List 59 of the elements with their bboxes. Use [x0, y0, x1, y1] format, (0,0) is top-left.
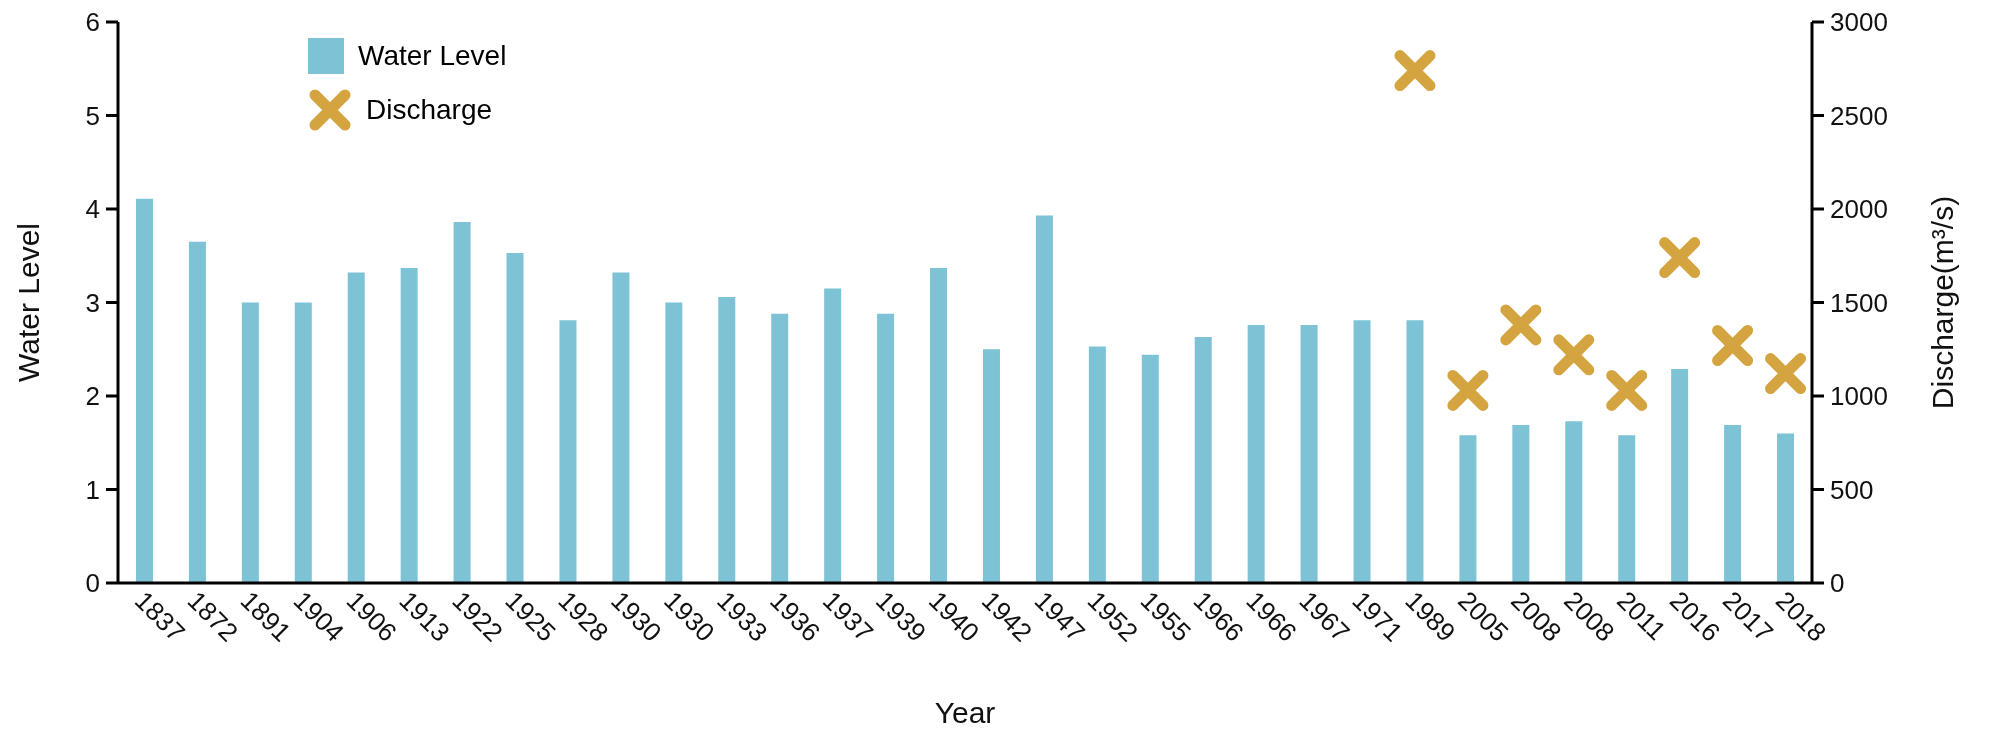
- bar: [1141, 354, 1159, 583]
- bar: [1724, 424, 1742, 583]
- y2-tick-label: 1500: [1830, 287, 1888, 318]
- y-tick-label: 2: [85, 381, 100, 411]
- legend-label: Discharge: [366, 94, 493, 126]
- bar: [1300, 324, 1318, 583]
- bar: [241, 302, 259, 583]
- bar: [506, 252, 524, 583]
- y-tick-label: 4: [85, 194, 100, 224]
- y2-tick-label: 2500: [1830, 100, 1888, 131]
- bar: [982, 349, 1000, 583]
- point: [1394, 50, 1436, 92]
- x-axis-title: Year: [934, 696, 996, 729]
- bar: [1565, 421, 1583, 583]
- bar: [1459, 435, 1477, 583]
- bar: [1194, 337, 1212, 583]
- y-tick-label: 1: [85, 474, 100, 505]
- bar: [877, 313, 895, 583]
- bar: [718, 296, 736, 583]
- bar: [930, 267, 948, 583]
- bar: [665, 302, 683, 583]
- bar: [1247, 324, 1265, 583]
- y-axis-title: Water Level: [11, 223, 45, 382]
- y2-tick-label: 2000: [1830, 194, 1888, 224]
- bar: [1512, 424, 1530, 583]
- point: [1500, 304, 1542, 346]
- bar: [453, 222, 471, 583]
- bar: [347, 272, 365, 583]
- bar: [612, 272, 630, 583]
- y2-tick-label: 1000: [1830, 381, 1888, 411]
- point: [1765, 353, 1807, 395]
- y2-tick-label: 3000: [1830, 7, 1888, 37]
- y-tick-label: 3: [85, 287, 100, 318]
- y2-tick-label: 0: [1830, 568, 1845, 598]
- bar: [824, 288, 842, 583]
- y2-axis-title: Discharge(m³/s): [1925, 195, 1959, 410]
- bar: [1671, 368, 1689, 583]
- y-tick-label: 0: [85, 568, 100, 598]
- point: [1553, 334, 1595, 376]
- bar: [1777, 433, 1795, 583]
- bar: [771, 313, 789, 583]
- bar: [559, 320, 577, 583]
- bar: [135, 198, 153, 583]
- legend-label: Water Level: [358, 40, 507, 72]
- y-tick-label: 6: [85, 7, 100, 37]
- point: [1712, 325, 1754, 367]
- bar: [1035, 215, 1053, 583]
- bar: [1406, 320, 1424, 583]
- y-tick-label: 5: [85, 100, 100, 131]
- bar: [1088, 346, 1106, 583]
- point: [1447, 369, 1489, 411]
- bar: [1353, 320, 1371, 583]
- bar: [1618, 435, 1636, 583]
- point: [1659, 237, 1701, 279]
- bar: [188, 241, 206, 583]
- point: [1606, 369, 1648, 411]
- y2-tick-label: 500: [1830, 474, 1874, 505]
- bar: [400, 267, 418, 583]
- bar: [294, 302, 312, 583]
